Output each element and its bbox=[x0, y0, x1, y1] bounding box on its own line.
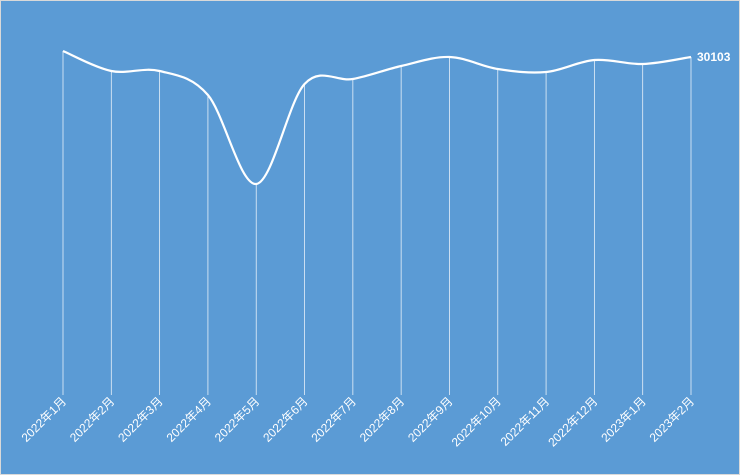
data-label: 30103 bbox=[697, 50, 731, 64]
line bbox=[62, 49, 692, 186]
